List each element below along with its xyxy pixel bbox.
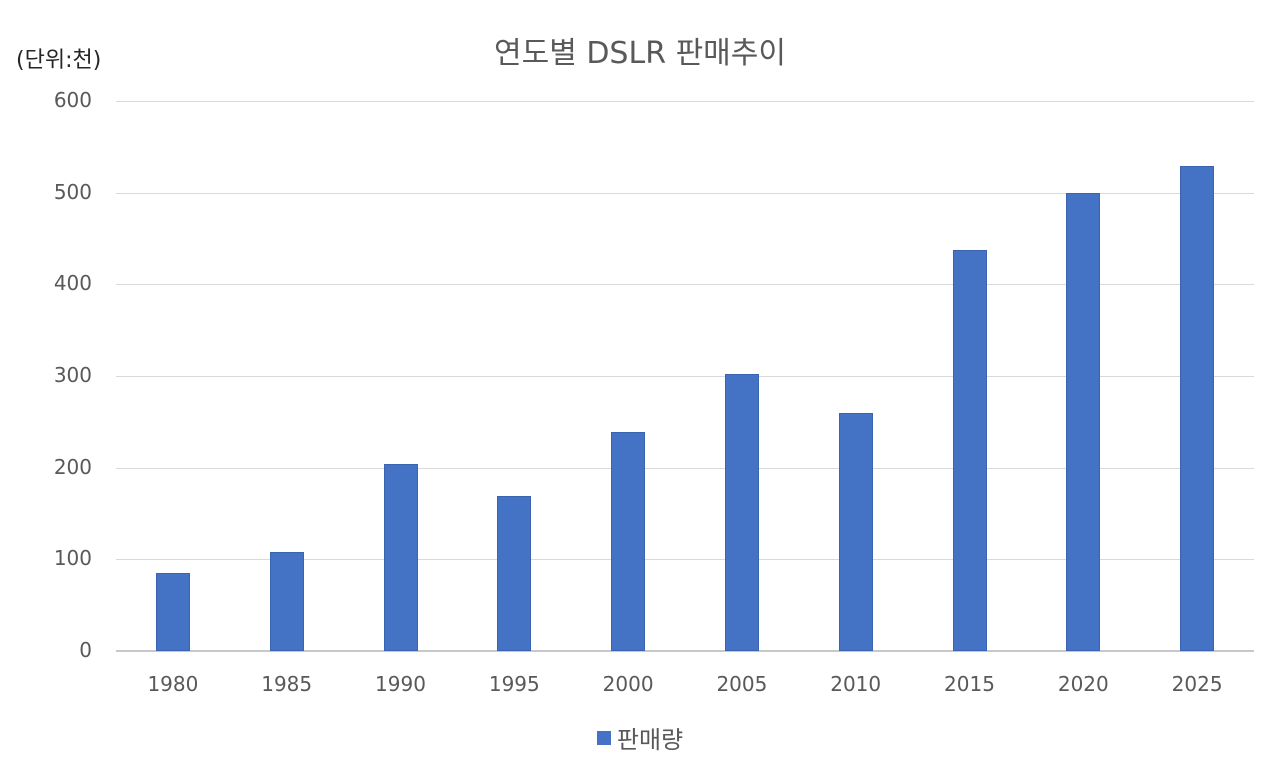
x-tick-label: 2025 <box>1171 672 1223 696</box>
x-tick-label: 1995 <box>488 672 540 696</box>
x-tick-label: 1980 <box>147 672 199 696</box>
gridline <box>116 559 1254 561</box>
gridline <box>116 192 1254 194</box>
legend: 판매량 <box>0 720 1280 755</box>
gridline <box>116 101 1254 102</box>
x-tick-label: 1985 <box>261 672 313 696</box>
unit-label: (단위:천) <box>16 48 102 73</box>
legend-swatch-icon <box>596 730 611 745</box>
bar-1995[interactable] <box>497 496 532 651</box>
bar-1980[interactable] <box>155 573 190 651</box>
bar-2025[interactable] <box>1180 166 1215 651</box>
y-tick-label: 500 <box>53 179 92 204</box>
y-tick-label: 400 <box>53 271 92 296</box>
bar-2010[interactable] <box>838 412 873 651</box>
bar-2000[interactable] <box>611 431 646 651</box>
gridline <box>116 650 1254 652</box>
y-tick-label: 100 <box>53 546 92 571</box>
x-tick-label: 2020 <box>1057 672 1109 696</box>
bar-2015[interactable] <box>952 250 987 651</box>
bar-1990[interactable] <box>383 464 418 651</box>
x-tick-label: 2015 <box>944 672 995 696</box>
bar-2020[interactable] <box>1066 192 1101 651</box>
y-tick-label: 600 <box>53 88 92 112</box>
bar-2005[interactable] <box>724 374 759 651</box>
gridline <box>116 467 1254 469</box>
chart-title: 연도별 DSLR 판매추이 <box>494 36 786 71</box>
bar-1985[interactable] <box>269 552 304 651</box>
y-tick-label: 300 <box>53 363 92 387</box>
x-tick-label: 2005 <box>716 672 768 696</box>
gridline <box>116 376 1254 377</box>
x-tick-label: 1990 <box>375 672 426 696</box>
y-tick-label: 200 <box>53 454 92 479</box>
x-tick-label: 2000 <box>602 672 654 696</box>
x-tick-label: 2010 <box>830 672 882 696</box>
gridline <box>116 284 1254 286</box>
y-tick-label: 0 <box>79 638 92 662</box>
legend-label: 판매량 <box>616 726 684 754</box>
